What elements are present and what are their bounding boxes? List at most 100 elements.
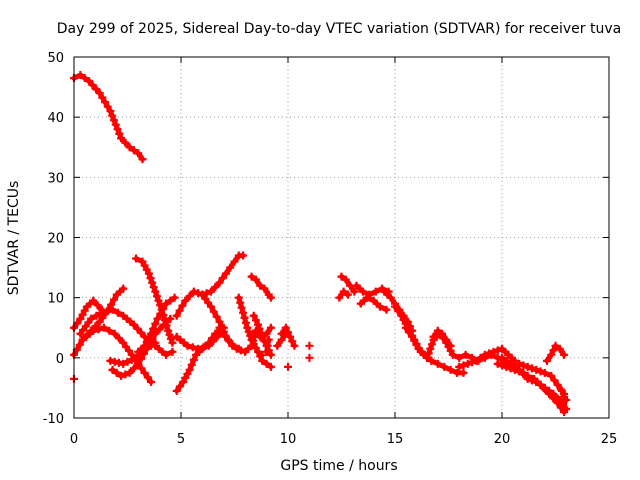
data-point-marker bbox=[350, 287, 359, 296]
data-point-marker bbox=[119, 284, 128, 293]
data-point-marker bbox=[142, 265, 151, 274]
data-point-marker bbox=[228, 340, 237, 349]
series-s32 bbox=[455, 344, 519, 371]
data-point-marker bbox=[138, 257, 147, 266]
data-point-marker bbox=[175, 306, 184, 315]
data-point-marker bbox=[181, 296, 190, 305]
data-point-marker bbox=[506, 359, 515, 368]
data-point-marker bbox=[204, 298, 213, 307]
data-point-marker bbox=[73, 319, 82, 328]
data-point-marker bbox=[151, 338, 160, 347]
data-point-marker bbox=[427, 340, 436, 349]
data-point-marker bbox=[550, 376, 559, 385]
data-point-marker bbox=[532, 365, 541, 374]
data-point-marker bbox=[147, 377, 156, 386]
data-point-marker bbox=[175, 382, 184, 391]
data-point-marker bbox=[89, 296, 98, 305]
data-point-marker bbox=[137, 364, 146, 373]
series-s7 bbox=[106, 338, 160, 368]
data-point-marker bbox=[101, 98, 110, 107]
data-point-marker bbox=[117, 371, 126, 380]
data-point-marker bbox=[480, 350, 489, 359]
data-point-marker bbox=[93, 301, 102, 310]
series-s26 bbox=[356, 293, 391, 314]
data-point-marker bbox=[121, 370, 130, 379]
x-tick-label: 25 bbox=[601, 432, 618, 447]
data-point-marker bbox=[337, 272, 346, 281]
data-point-marker bbox=[256, 332, 265, 341]
data-point-marker bbox=[455, 362, 464, 371]
data-point-marker bbox=[241, 318, 250, 327]
series-s20 bbox=[277, 323, 299, 350]
data-point-marker bbox=[95, 317, 104, 326]
data-point-marker bbox=[202, 289, 211, 298]
data-point-marker bbox=[485, 349, 494, 358]
data-point-marker bbox=[343, 290, 352, 299]
data-point-marker bbox=[438, 329, 447, 338]
data-point-marker bbox=[256, 281, 265, 290]
data-point-marker bbox=[151, 287, 160, 296]
data-point-marker bbox=[463, 359, 472, 368]
data-point-marker bbox=[114, 334, 123, 343]
data-point-marker bbox=[129, 364, 138, 373]
series-s38 bbox=[557, 386, 571, 404]
series-track bbox=[339, 274, 357, 295]
data-point-marker bbox=[249, 329, 258, 338]
data-point-marker bbox=[226, 263, 235, 272]
y-tick-label: -10 bbox=[43, 412, 64, 427]
data-point-marker bbox=[206, 287, 215, 296]
data-point-marker bbox=[132, 254, 141, 263]
data-point-marker bbox=[206, 302, 215, 311]
data-point-marker bbox=[247, 335, 256, 344]
data-point-marker bbox=[472, 356, 481, 365]
data-point-marker bbox=[76, 314, 85, 323]
data-point-marker bbox=[154, 296, 163, 305]
data-point-marker bbox=[138, 155, 147, 164]
data-point-marker bbox=[113, 125, 122, 134]
data-point-marker bbox=[166, 314, 175, 323]
data-point-marker bbox=[254, 347, 263, 356]
data-point-marker bbox=[230, 257, 239, 266]
data-point-marker bbox=[371, 287, 380, 296]
data-point-marker bbox=[412, 340, 421, 349]
data-point-marker bbox=[281, 329, 290, 338]
data-point-marker bbox=[527, 364, 536, 373]
y-axis-label: SDTVAR / TECUs bbox=[6, 181, 22, 296]
data-point-marker bbox=[189, 287, 198, 296]
data-point-marker bbox=[113, 308, 122, 317]
data-point-marker bbox=[153, 314, 162, 323]
x-tick-label: 5 bbox=[177, 432, 185, 447]
data-point-marker bbox=[498, 361, 506, 370]
data-point-marker bbox=[168, 347, 177, 356]
data-point-marker bbox=[103, 307, 112, 316]
data-point-marker bbox=[213, 332, 222, 341]
data-point-marker bbox=[399, 315, 408, 324]
data-point-marker bbox=[110, 329, 119, 338]
data-point-marker bbox=[99, 323, 108, 332]
data-point-marker bbox=[172, 386, 181, 395]
data-point-marker bbox=[105, 326, 114, 335]
data-point-marker bbox=[125, 368, 134, 377]
data-point-marker bbox=[247, 272, 256, 281]
data-point-marker bbox=[519, 370, 528, 379]
data-point-marker bbox=[103, 102, 112, 111]
data-point-marker bbox=[244, 327, 253, 336]
y-tick-label: 10 bbox=[47, 292, 64, 307]
data-point-marker bbox=[433, 326, 442, 335]
data-point-marker bbox=[181, 373, 190, 382]
data-point-marker bbox=[510, 362, 519, 371]
data-point-marker bbox=[493, 346, 502, 355]
series-s8 bbox=[132, 254, 177, 347]
data-point-marker bbox=[94, 325, 103, 334]
data-point-marker bbox=[236, 346, 245, 355]
data-point-marker bbox=[376, 302, 385, 311]
data-point-marker bbox=[87, 314, 96, 323]
data-point-marker bbox=[212, 312, 221, 321]
data-point-marker bbox=[129, 320, 138, 329]
data-point-marker bbox=[151, 319, 160, 328]
data-point-marker bbox=[341, 275, 350, 284]
data-point-marker bbox=[468, 358, 477, 367]
data-point-marker bbox=[121, 138, 130, 147]
plot-frame bbox=[73, 56, 610, 419]
